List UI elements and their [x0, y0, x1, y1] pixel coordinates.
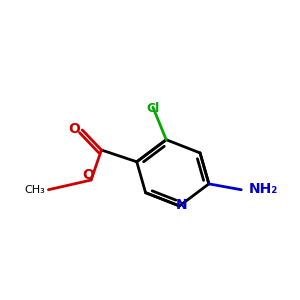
Text: NH₂: NH₂ — [249, 182, 278, 196]
Text: CH₃: CH₃ — [25, 185, 46, 195]
Text: O: O — [68, 122, 80, 136]
Text: O: O — [82, 168, 94, 182]
Text: N: N — [176, 198, 188, 212]
Text: Cl: Cl — [147, 102, 160, 115]
